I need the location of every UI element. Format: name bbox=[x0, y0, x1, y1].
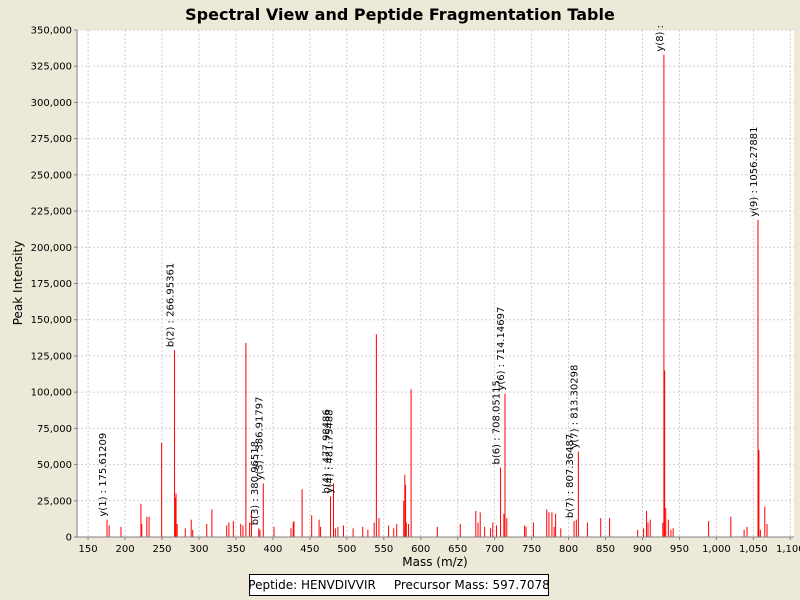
peak-annotation-label: b(3) : 380.96518 bbox=[250, 441, 261, 525]
x-tick-label: 750 bbox=[522, 544, 541, 555]
x-axis-title: Mass (m/z) bbox=[402, 555, 467, 569]
peak-annotation-label: y(6) : 714.14697 bbox=[496, 307, 507, 391]
precursor-mass-label: Precursor Mass: 597.7078 bbox=[393, 578, 550, 592]
peak-annotation-label: y(1) : 175.61209 bbox=[98, 433, 109, 517]
y-tick-label: 350,000 bbox=[31, 26, 72, 37]
peak-annotation-label: y(3) : 386.91797 bbox=[254, 397, 265, 481]
y-tick-label: 0 bbox=[66, 533, 72, 544]
grid-lines bbox=[77, 29, 794, 538]
peak-annotations: y(1) : 175.61209 b(2) : 266.95361 b(3) : 3… bbox=[98, 25, 760, 525]
y-tick-label: 275,000 bbox=[31, 134, 72, 145]
y-tick-label: 325,000 bbox=[31, 62, 72, 73]
x-tick-label: 550 bbox=[374, 544, 393, 555]
peptide-info-box: Peptide: HENVDIVVIR Precursor Mass: 597.… bbox=[248, 574, 550, 596]
y-tick-label: 100,000 bbox=[31, 388, 72, 399]
x-tick-label: 200 bbox=[115, 544, 134, 555]
y-tick-label: 300,000 bbox=[31, 98, 72, 109]
peptide-label: Peptide: HENVDIVVIR bbox=[248, 578, 376, 592]
x-tick-label: 700 bbox=[485, 544, 504, 555]
x-tick-label: 350 bbox=[226, 544, 245, 555]
peak-annotation-label: y(4) : 481.75488 bbox=[324, 410, 335, 494]
y-tick-label: 250,000 bbox=[31, 170, 72, 181]
peak-annotation-label: y(9) : 1056.27881 bbox=[749, 127, 760, 217]
x-tick-label: 1,000 bbox=[702, 544, 731, 555]
y-tick-label: 200,000 bbox=[31, 243, 72, 254]
y-axis-ticks: 0 25,000 50,000 75,000 100,000 125,000 150,000… bbox=[31, 26, 77, 544]
y-tick-label: 175,000 bbox=[31, 279, 72, 290]
y-tick-label: 50,000 bbox=[37, 460, 72, 471]
y-tick-label: 225,000 bbox=[31, 207, 72, 218]
peak-annotation-label: b(7) : 807.36487 bbox=[565, 434, 576, 518]
x-tick-label: 500 bbox=[337, 544, 356, 555]
y-tick-label: 75,000 bbox=[37, 424, 72, 435]
chart-title: Spectral View and Peptide Fragmentation … bbox=[185, 5, 615, 24]
x-tick-label: 600 bbox=[411, 544, 430, 555]
x-tick-label: 450 bbox=[300, 544, 319, 555]
peak-annotation-label: b(4) : 477.98486 bbox=[322, 409, 333, 493]
y-axis-title: Peak Intensity bbox=[11, 241, 25, 326]
x-tick-label: 250 bbox=[152, 544, 171, 555]
peak-annotation-label: b(6) : 708.05115 bbox=[492, 380, 503, 464]
peak-annotation-label: y(8) : bbox=[655, 25, 666, 52]
x-tick-label: 850 bbox=[596, 544, 615, 555]
x-tick-label: 150 bbox=[79, 544, 98, 555]
x-axis-ticks: 150 200 250 300 350 400 450 500 550 600 650 700 750 8… bbox=[79, 537, 800, 555]
peak-annotation-label: y(7) : 813.30298 bbox=[569, 365, 580, 449]
x-tick-label: 950 bbox=[670, 544, 689, 555]
x-tick-label: 650 bbox=[448, 544, 467, 555]
x-tick-label: 1,100 bbox=[776, 544, 800, 555]
x-tick-label: 1,050 bbox=[739, 544, 768, 555]
y-tick-label: 125,000 bbox=[31, 351, 72, 362]
peak-annotation-label: b(2) : 266.95361 bbox=[166, 263, 177, 347]
x-tick-label: 400 bbox=[263, 544, 282, 555]
x-tick-label: 900 bbox=[633, 544, 652, 555]
x-tick-label: 300 bbox=[189, 544, 208, 555]
y-tick-label: 150,000 bbox=[31, 315, 72, 326]
x-tick-label: 800 bbox=[559, 544, 578, 555]
peak-series bbox=[106, 54, 768, 537]
y-tick-label: 25,000 bbox=[37, 496, 72, 507]
